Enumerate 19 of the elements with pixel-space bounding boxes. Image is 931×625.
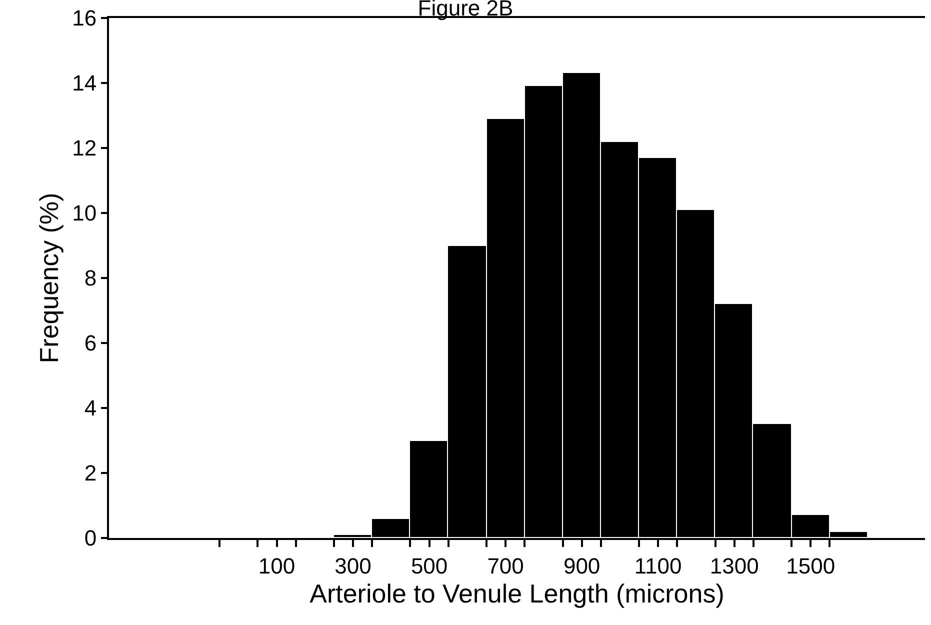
- x-tick-label: 500: [410, 553, 448, 578]
- y-tick-label: 0: [84, 526, 97, 551]
- x-tick-label: 100: [258, 553, 296, 578]
- x-axis-title: Arteriole to Venule Length (microns): [310, 578, 724, 608]
- x-tick-label: 1100: [634, 553, 682, 578]
- x-tick-label: 1500: [786, 553, 836, 578]
- y-tick-label: 10: [72, 200, 97, 226]
- y-tick-label: 6: [84, 330, 97, 356]
- x-tick-label: 300: [334, 553, 372, 578]
- y-tick-label: 12: [72, 136, 97, 161]
- y-tick-label: 16: [72, 6, 97, 31]
- x-tick-label: 900: [563, 553, 600, 578]
- x-tick-label: 1300: [710, 553, 759, 578]
- y-tick-label: 4: [84, 396, 97, 421]
- y-tick-label: 14: [72, 70, 97, 96]
- y-axis-title: Frequency (%): [34, 192, 64, 364]
- x-tick-label: 700: [487, 553, 524, 578]
- y-tick-label: 2: [84, 460, 97, 486]
- y-tick-label: 8: [84, 266, 97, 291]
